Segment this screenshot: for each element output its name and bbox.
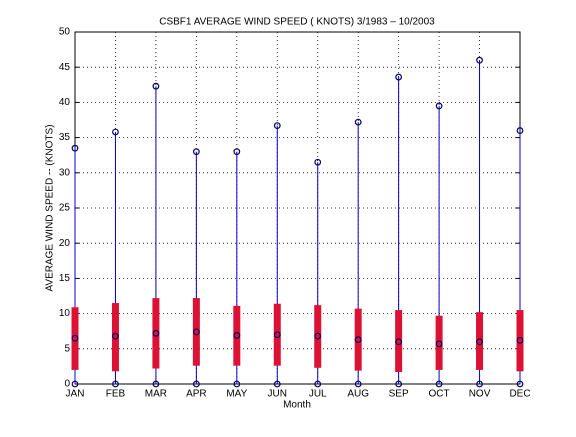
marker — [71, 144, 79, 152]
y-tick-label: 10 — [59, 308, 71, 319]
marker — [192, 328, 200, 336]
marker — [233, 148, 241, 156]
marker — [395, 380, 403, 388]
range-box — [273, 303, 281, 366]
y-tick-label: 35 — [59, 132, 71, 143]
x-tick-label: MAR — [145, 389, 167, 400]
range-box — [71, 307, 79, 370]
y-tick-label: 45 — [59, 62, 71, 73]
marker — [516, 127, 524, 134]
y-tick-label: 5 — [64, 343, 70, 354]
marker — [435, 340, 443, 348]
x-tick-label: AUG — [347, 389, 369, 400]
marker — [233, 332, 241, 339]
marker — [71, 380, 79, 388]
marker — [273, 380, 281, 388]
x-tick-label: NOV — [469, 389, 491, 400]
marker — [435, 102, 443, 110]
range-box — [516, 310, 524, 372]
marker — [314, 332, 322, 340]
x-tick-label: SEP — [389, 389, 409, 400]
marker — [152, 380, 160, 388]
marker — [395, 338, 403, 346]
x-axis-label: Month — [283, 400, 311, 411]
marker — [476, 338, 483, 346]
range-box — [152, 298, 160, 369]
marker — [273, 122, 281, 130]
marker — [354, 336, 362, 344]
marker — [71, 334, 79, 342]
marker — [152, 329, 160, 337]
marker — [192, 380, 200, 388]
marker — [314, 158, 322, 166]
range-box — [435, 315, 443, 370]
y-tick-label: 15 — [59, 273, 71, 284]
marker — [314, 380, 322, 388]
range-box — [111, 303, 119, 372]
marker — [395, 73, 403, 81]
marker — [273, 331, 281, 339]
marker — [192, 148, 200, 156]
marker — [476, 56, 483, 64]
y-axis-label: AVERAGE WIND SPEED -- (KNOTS) — [45, 124, 56, 291]
marker — [354, 118, 362, 126]
x-tick-label: FEB — [106, 389, 126, 400]
marker — [112, 128, 119, 136]
x-tick-label: OCT — [429, 389, 450, 400]
y-tick-label: 0 — [64, 379, 70, 390]
x-tick-label: JUL — [309, 389, 327, 400]
y-tick-label: 20 — [59, 238, 71, 249]
marker — [152, 82, 160, 90]
y-tick-label: 30 — [59, 167, 71, 178]
marker — [112, 380, 119, 388]
x-tick-label: JAN — [66, 389, 85, 400]
marker — [354, 380, 362, 388]
range-box — [233, 305, 241, 366]
marker — [435, 380, 443, 388]
marker — [516, 380, 524, 388]
range-box — [476, 312, 484, 370]
x-tick-label: DEC — [509, 389, 530, 400]
marker — [233, 380, 241, 388]
marker — [516, 336, 524, 344]
x-tick-label: APR — [186, 389, 207, 400]
range-box — [314, 305, 322, 368]
y-tick-label: 50 — [59, 27, 71, 38]
y-tick-label: 40 — [59, 97, 71, 108]
marker — [476, 380, 483, 388]
range-box — [354, 308, 362, 371]
range-box — [192, 298, 200, 366]
marker — [112, 332, 119, 340]
x-tick-label: MAY — [226, 389, 247, 400]
y-tick-label: 25 — [59, 203, 71, 214]
x-tick-label: JUN — [268, 389, 287, 400]
chart-title: CSBF1 AVERAGE WIND SPEED ( KNOTS) 3/1983… — [159, 17, 435, 28]
range-box — [395, 310, 403, 373]
